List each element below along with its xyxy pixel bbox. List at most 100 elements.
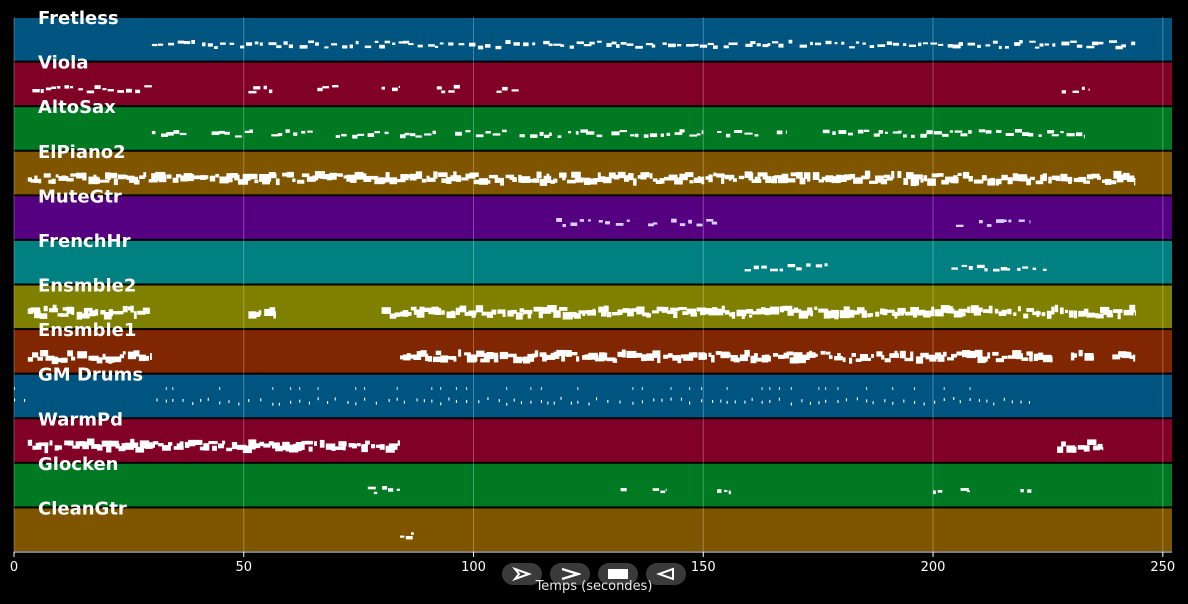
note [976, 264, 985, 269]
note [1017, 267, 1021, 271]
note [701, 130, 704, 135]
note [683, 354, 694, 361]
note [1029, 220, 1031, 224]
note [502, 86, 508, 91]
note [1081, 86, 1085, 90]
note [870, 313, 873, 317]
note [678, 307, 687, 311]
note [534, 350, 539, 357]
note [258, 310, 262, 316]
note [354, 171, 364, 180]
next-button[interactable] [550, 563, 590, 585]
note [52, 304, 57, 312]
note [89, 310, 96, 317]
note [602, 352, 608, 361]
note [733, 357, 740, 363]
note [1020, 400, 1022, 404]
note [168, 42, 175, 46]
note [285, 129, 290, 133]
track-frenchhr: FrenchHr [14, 231, 1172, 284]
note [751, 397, 753, 401]
note [513, 398, 515, 402]
note [251, 443, 256, 450]
note [673, 311, 678, 318]
note [459, 305, 467, 313]
note [615, 223, 624, 226]
note [392, 87, 398, 92]
note [700, 310, 706, 316]
note [82, 441, 89, 450]
note [934, 309, 944, 317]
note [83, 307, 89, 315]
note [458, 349, 462, 357]
track-band [14, 330, 1172, 373]
note [113, 178, 118, 186]
note [1020, 489, 1024, 493]
note [960, 488, 969, 491]
note [532, 178, 540, 183]
note [317, 87, 323, 92]
note [209, 175, 216, 182]
note [542, 307, 552, 314]
note [765, 354, 770, 361]
note [750, 355, 757, 364]
note [512, 177, 517, 182]
note [1065, 309, 1068, 314]
note [882, 309, 888, 316]
note [1021, 357, 1029, 361]
note [193, 439, 203, 445]
note [268, 441, 274, 446]
note [152, 441, 159, 445]
note [916, 356, 924, 364]
note [814, 42, 822, 46]
note [1026, 308, 1034, 312]
note [724, 310, 730, 315]
note [947, 44, 953, 48]
note [295, 442, 305, 450]
note [338, 173, 343, 177]
note [864, 170, 871, 179]
note [685, 172, 694, 178]
note [630, 134, 635, 137]
stop-button[interactable] [598, 563, 638, 585]
note [892, 387, 894, 390]
play-button[interactable] [502, 563, 542, 585]
note [903, 134, 907, 138]
note [448, 397, 450, 401]
note [899, 350, 906, 359]
note [1066, 133, 1075, 137]
note [837, 400, 839, 403]
note [282, 172, 289, 177]
note [496, 90, 502, 93]
note [892, 401, 894, 405]
note [903, 399, 905, 403]
note [544, 134, 550, 138]
note [48, 179, 54, 184]
note [497, 309, 506, 314]
note [620, 42, 627, 45]
note [433, 356, 441, 363]
note [109, 440, 119, 447]
note [319, 439, 325, 448]
note [355, 40, 359, 45]
note [752, 311, 762, 315]
track-label: Fretless [38, 8, 119, 29]
note [420, 350, 427, 356]
note [157, 43, 164, 46]
note [1020, 176, 1028, 182]
note [248, 311, 257, 319]
note [72, 445, 80, 449]
note [507, 310, 514, 317]
note [1044, 43, 1049, 46]
note [506, 402, 508, 406]
note [86, 90, 95, 94]
note [656, 306, 663, 312]
note [616, 44, 620, 48]
rewind-button[interactable] [646, 563, 686, 585]
note [934, 400, 936, 404]
note [562, 173, 566, 181]
note [774, 307, 779, 314]
note [726, 133, 731, 138]
note [873, 133, 880, 137]
note [338, 441, 347, 447]
